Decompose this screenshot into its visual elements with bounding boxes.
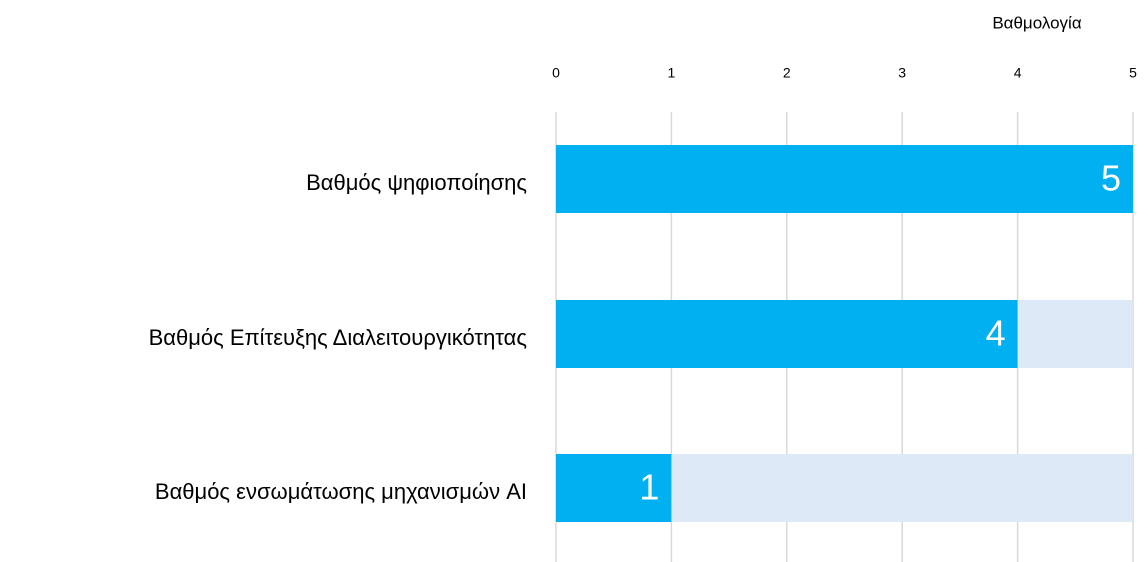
x-tick-label: 5 — [1129, 65, 1137, 81]
x-tick-label: 0 — [552, 65, 560, 81]
bar — [556, 145, 1133, 213]
x-tick-label: 1 — [668, 65, 676, 81]
data-label: 4 — [986, 313, 1006, 354]
bar — [556, 454, 672, 522]
x-tick-label: 3 — [898, 65, 906, 81]
y-tick-label: Βαθμός ψηφιοποίησης — [306, 170, 527, 195]
y-tick-label: Βαθμός Επίτευξης Διαλειτουργικότητας — [149, 325, 527, 350]
data-label: 5 — [1101, 158, 1121, 199]
y-tick-label: Βαθμός ενσωμάτωσης μηχανισμών AI — [155, 479, 527, 504]
x-tick-label: 2 — [783, 65, 791, 81]
data-label: 1 — [639, 467, 659, 508]
x-tick-label: 4 — [1014, 65, 1022, 81]
axis-title: Βαθμολογία — [992, 13, 1082, 32]
bar — [556, 300, 1018, 368]
